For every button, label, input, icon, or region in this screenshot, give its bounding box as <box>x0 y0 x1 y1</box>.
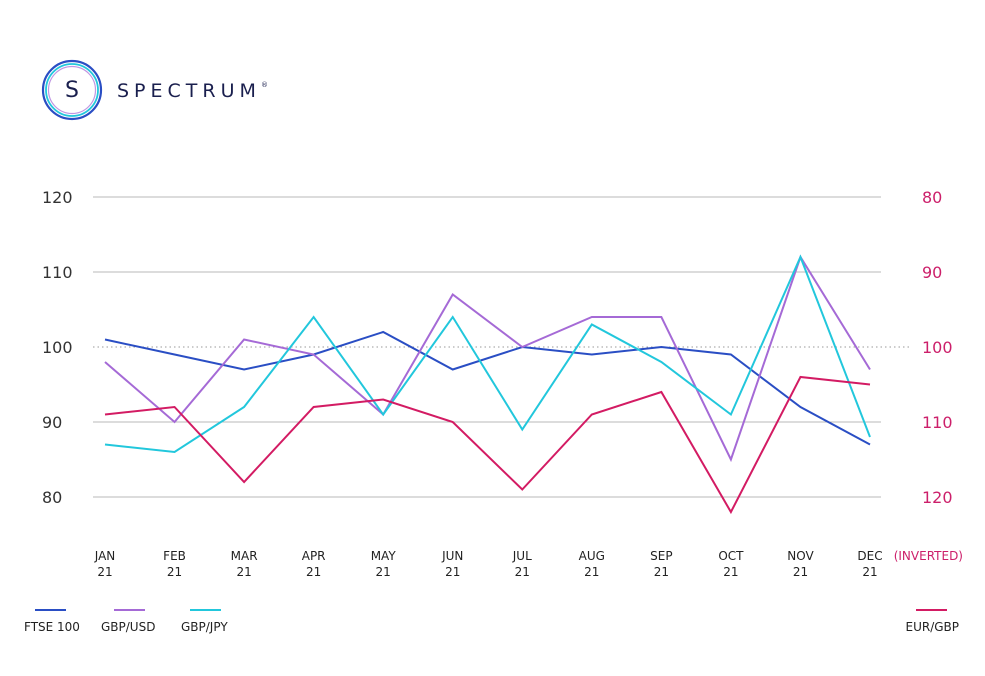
x-tick-label: MAY 21 <box>371 549 397 579</box>
series-line-gbp-usd <box>104 254 871 463</box>
right-tick-label: 120 <box>922 488 953 507</box>
chart-grid <box>93 196 912 498</box>
series-line-ftse-100 <box>104 330 871 446</box>
x-tick-label: OCT 21 <box>718 549 744 579</box>
legend-label-ftse-100: FTSE 100 <box>24 620 80 634</box>
x-tick-label: MAR 21 <box>231 549 258 579</box>
brand-name: SPECTRUM <box>117 80 261 102</box>
x-tick-label: DEC 21 <box>857 549 882 579</box>
x-tick-label: JUN 21 <box>441 549 463 579</box>
legend: FTSE 100 GBP/USD GBP/JPY EUR/GBP <box>24 609 959 634</box>
left-tick-label: 110 <box>42 263 73 282</box>
series-line-eur-gbp <box>104 375 871 515</box>
right-tick-label: 110 <box>922 413 953 432</box>
x-tick-label: SEP 21 <box>650 549 672 579</box>
legend-label-gbp-jpy: GBP/JPY <box>181 620 228 634</box>
brand-registered-mark: ® <box>261 81 268 89</box>
spectrum-logo-icon: S <box>41 59 103 121</box>
right-tick-label: 100 <box>922 338 953 357</box>
right-tick-label: 80 <box>922 188 942 207</box>
x-tick-label: APR 21 <box>302 549 326 579</box>
left-tick-label: 80 <box>42 488 62 507</box>
logo-letter: S <box>65 78 79 103</box>
x-tick-label: NOV 21 <box>787 549 814 579</box>
left-tick-label: 120 <box>42 188 73 207</box>
series-line-gbp-jpy <box>104 254 871 454</box>
right-axis: 80 90 100 110 120 <box>922 188 953 507</box>
x-axis: JAN 21 FEB 21 MAR 21 APR 21 MAY 21 JUN 21 JUL 21 AUG 21… <box>94 549 883 579</box>
legend-label-gbp-usd: GBP/USD <box>101 620 155 634</box>
x-tick-label: JAN 21 <box>94 549 116 579</box>
x-tick-label: FEB 21 <box>163 549 186 579</box>
left-tick-label: 90 <box>42 413 62 432</box>
left-tick-label: 100 <box>42 338 73 357</box>
x-tick-label: AUG 21 <box>579 549 605 579</box>
right-axis-inverted-label: (INVERTED) <box>894 549 963 563</box>
x-tick-label: JUL 21 <box>512 549 532 579</box>
series-group <box>104 254 871 515</box>
legend-label-eur-gbp: EUR/GBP <box>905 620 959 634</box>
right-tick-label: 90 <box>922 263 942 282</box>
left-axis: 80 90 100 110 120 <box>42 188 73 507</box>
